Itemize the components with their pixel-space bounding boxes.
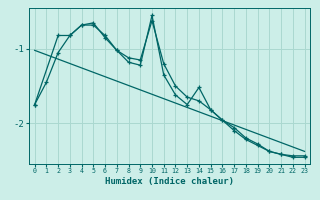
- X-axis label: Humidex (Indice chaleur): Humidex (Indice chaleur): [105, 177, 234, 186]
